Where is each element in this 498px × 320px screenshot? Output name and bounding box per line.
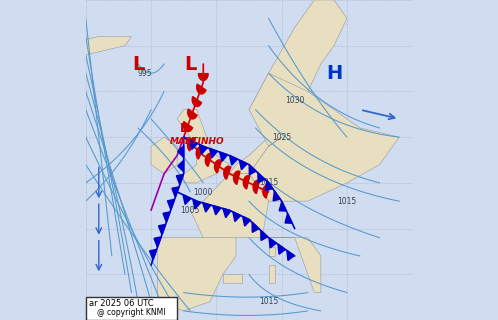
- Polygon shape: [197, 84, 206, 94]
- Polygon shape: [223, 208, 231, 218]
- Polygon shape: [268, 265, 275, 284]
- Polygon shape: [279, 201, 286, 211]
- Polygon shape: [190, 140, 197, 149]
- Text: L: L: [132, 54, 144, 74]
- Polygon shape: [183, 122, 193, 132]
- Polygon shape: [224, 166, 231, 179]
- Polygon shape: [149, 249, 157, 260]
- Polygon shape: [60, 36, 131, 64]
- Polygon shape: [157, 238, 236, 311]
- Polygon shape: [183, 195, 191, 204]
- Polygon shape: [178, 160, 184, 172]
- Polygon shape: [269, 238, 276, 248]
- Polygon shape: [233, 212, 241, 221]
- Polygon shape: [193, 199, 201, 209]
- Text: 1030: 1030: [285, 96, 304, 105]
- Polygon shape: [167, 199, 174, 210]
- Text: MARTINHO: MARTINHO: [169, 137, 224, 146]
- Polygon shape: [234, 171, 240, 184]
- Text: ar 2025 06 UTC: ar 2025 06 UTC: [89, 299, 153, 308]
- Polygon shape: [215, 160, 222, 173]
- Text: 1015: 1015: [259, 178, 278, 187]
- Polygon shape: [244, 176, 249, 189]
- FancyBboxPatch shape: [86, 297, 177, 320]
- Polygon shape: [261, 230, 267, 241]
- Polygon shape: [198, 74, 208, 80]
- Polygon shape: [172, 187, 179, 197]
- Text: H: H: [326, 64, 342, 83]
- Polygon shape: [278, 244, 285, 254]
- Text: L: L: [184, 54, 196, 74]
- Polygon shape: [205, 153, 212, 166]
- Polygon shape: [253, 180, 259, 194]
- Polygon shape: [249, 73, 399, 201]
- Polygon shape: [199, 144, 207, 154]
- Polygon shape: [243, 216, 250, 226]
- Polygon shape: [213, 206, 221, 215]
- Polygon shape: [177, 110, 230, 183]
- Polygon shape: [262, 238, 321, 292]
- Polygon shape: [249, 0, 347, 137]
- Polygon shape: [196, 147, 204, 159]
- Text: 1000: 1000: [194, 188, 213, 196]
- Text: 995: 995: [137, 69, 152, 78]
- Text: @ copyright KNMI: @ copyright KNMI: [97, 308, 166, 317]
- Text: 1015: 1015: [259, 297, 278, 306]
- Polygon shape: [178, 146, 184, 157]
- Polygon shape: [190, 174, 268, 238]
- Polygon shape: [188, 139, 195, 151]
- Polygon shape: [230, 156, 238, 165]
- Polygon shape: [209, 148, 218, 158]
- Polygon shape: [252, 222, 259, 232]
- Polygon shape: [192, 97, 202, 107]
- Polygon shape: [203, 203, 211, 212]
- Polygon shape: [163, 212, 170, 222]
- Polygon shape: [273, 191, 280, 201]
- Polygon shape: [188, 109, 197, 119]
- Polygon shape: [158, 224, 166, 235]
- Polygon shape: [258, 173, 265, 183]
- Polygon shape: [240, 160, 247, 170]
- Polygon shape: [151, 137, 177, 174]
- Polygon shape: [263, 185, 269, 198]
- Polygon shape: [176, 174, 183, 185]
- Polygon shape: [220, 152, 228, 161]
- Polygon shape: [268, 247, 275, 256]
- Polygon shape: [285, 214, 292, 223]
- Polygon shape: [287, 251, 294, 260]
- Text: 1005: 1005: [181, 206, 200, 215]
- Polygon shape: [265, 180, 273, 190]
- Text: 1025: 1025: [272, 133, 291, 142]
- Polygon shape: [268, 110, 295, 137]
- Polygon shape: [154, 237, 161, 247]
- Text: L: L: [180, 122, 188, 134]
- Text: 1015: 1015: [337, 197, 357, 206]
- Polygon shape: [230, 137, 282, 174]
- Polygon shape: [223, 274, 243, 284]
- Polygon shape: [249, 165, 256, 175]
